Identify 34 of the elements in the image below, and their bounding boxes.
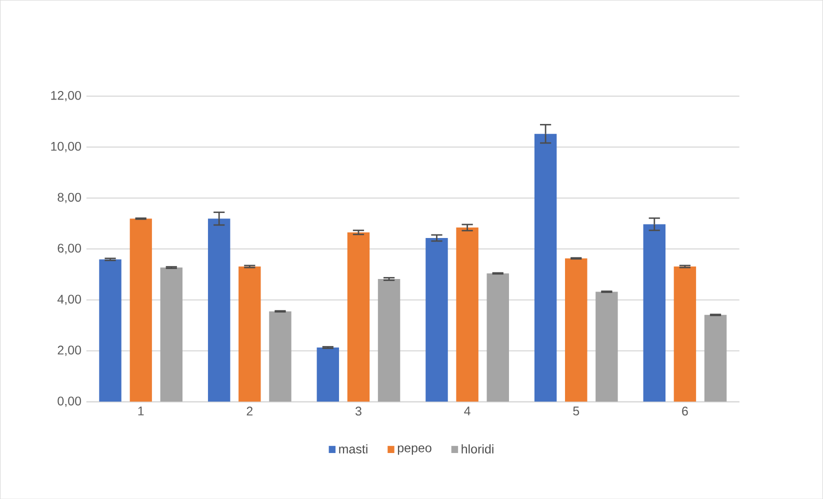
y-tick-label: 4,00 [57, 294, 82, 305]
y-tick-label: 8,00 [58, 192, 82, 204]
bar [486, 273, 509, 402]
bar [316, 347, 340, 402]
bar [347, 232, 370, 402]
y-tick-label: 6,00 [58, 244, 82, 254]
y-tick-label: 10,00 [51, 142, 82, 152]
bar [99, 259, 122, 402]
bar [238, 266, 261, 402]
bar [208, 218, 230, 402]
x-tick-label: 2 [246, 406, 252, 416]
x-tick-label: 1 [138, 406, 144, 416]
bar [426, 238, 448, 402]
bar [704, 314, 727, 402]
bar [674, 266, 696, 402]
bar [269, 311, 292, 402]
bar [643, 224, 666, 402]
x-tick-label: 5 [573, 406, 580, 416]
bar [456, 227, 478, 402]
x-tick-label: 6 [682, 406, 688, 416]
bar [160, 267, 183, 402]
x-tick-label: 4 [464, 406, 470, 416]
legend-label: pepeo [398, 445, 432, 455]
legend-label: hloridi [462, 444, 494, 454]
bar [596, 292, 618, 402]
bar [534, 134, 557, 402]
y-tick-label: 12,00 [51, 90, 82, 102]
y-tick-label: 2,00 [58, 346, 82, 356]
legend-label: masti [339, 444, 368, 454]
x-tick-label: 3 [355, 406, 362, 416]
bar [378, 278, 400, 402]
bar [130, 218, 152, 402]
y-tick-label: 0,00 [58, 396, 82, 407]
bar [565, 258, 588, 402]
